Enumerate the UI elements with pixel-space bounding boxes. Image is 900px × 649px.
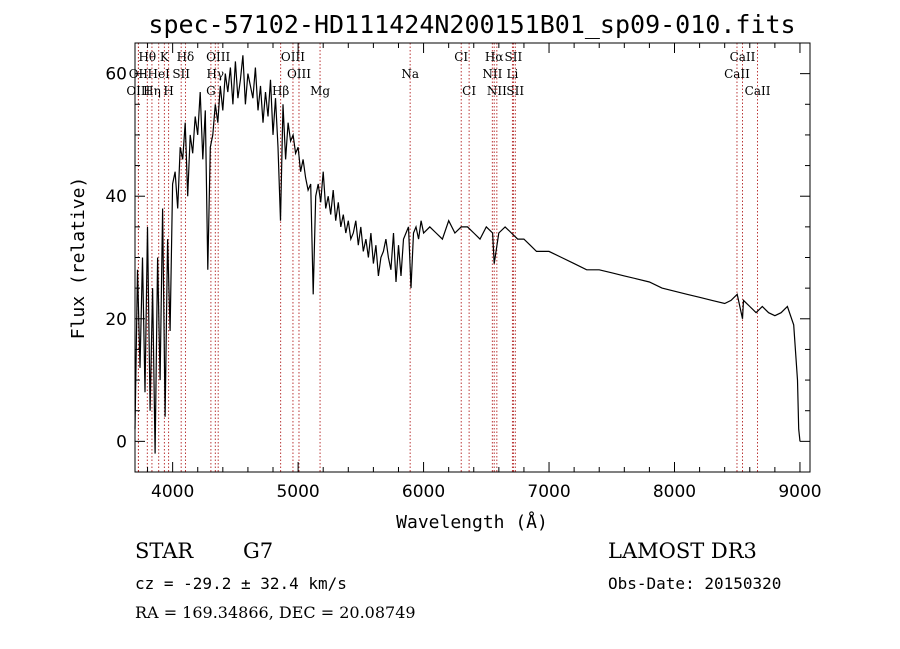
line-marker-label-11: G — [206, 84, 216, 98]
sky-coordinates: RA = 169.34866, DEC = 20.08749 — [135, 603, 416, 622]
line-marker-label-5: K — [160, 50, 170, 64]
x-axis-label: Wavelength (Å) — [396, 511, 548, 533]
plot-frame — [134, 42, 811, 473]
line-marker-label-15: Mg — [310, 84, 330, 98]
line-marker-label-23: NII — [487, 84, 507, 98]
x-tick-label-4000: 4000 — [151, 482, 194, 502]
y-tick-label-40: 40 — [105, 187, 127, 207]
chart-title: spec-57102-HD111424N200151B01_sp09-010.f… — [148, 10, 795, 39]
x-tick-label-5000: 5000 — [276, 482, 319, 502]
line-marker-label-10: Hγ — [206, 67, 224, 81]
line-marker-label-19: Hα — [485, 50, 504, 64]
line-marker-label-4: HeI — [148, 67, 171, 81]
line-marker-label-17: CI — [454, 50, 468, 64]
line-marker-label-6: SII — [172, 67, 190, 81]
line-marker-label-22: Li — [506, 67, 518, 81]
line-marker-label-12: OIII — [281, 50, 305, 64]
line-marker-label-21: NII — [482, 67, 502, 81]
line-marker-label-25: CaII — [730, 50, 756, 64]
line-marker-label-18: CI — [462, 84, 476, 98]
redshift-velocity: cz = -29.2 ± 32.4 km/s — [135, 574, 347, 593]
spectrum-line — [134, 55, 801, 454]
line-marker-label-24: SII — [506, 84, 524, 98]
line-marker-label-3: Hη — [143, 84, 161, 98]
y-tick-label-20: 20 — [105, 310, 127, 330]
x-tick-label-7000: 7000 — [527, 482, 570, 502]
x-tick-label-9000: 9000 — [778, 482, 821, 502]
line-marker-label-27: CaII — [745, 84, 771, 98]
line-marker-label-14: Hβ — [272, 84, 289, 98]
line-marker-label-2: OIII — [126, 84, 150, 98]
object-subclass: G7 — [243, 539, 274, 563]
line-marker-label-9: OIII — [206, 50, 230, 64]
x-tick-label-6000: 6000 — [402, 482, 445, 502]
line-marker-label-20: SII — [505, 50, 523, 64]
observation-date: Obs-Date: 20150320 — [608, 574, 782, 593]
line-marker-label-8: Hδ — [177, 50, 195, 64]
line-marker-label-26: CaII — [724, 67, 750, 81]
x-tick-label-8000: 8000 — [653, 482, 696, 502]
line-marker-label-16: Na — [401, 67, 419, 81]
y-tick-label-60: 60 — [105, 65, 127, 85]
y-axis-label: Flux (relative) — [68, 177, 89, 340]
object-class: STAR — [135, 539, 194, 563]
survey-name: LAMOST DR3 — [608, 539, 757, 563]
line-marker-label-13: OIII — [287, 67, 311, 81]
line-marker-label-7: H — [163, 84, 173, 98]
y-tick-label-0: 0 — [116, 432, 127, 452]
line-marker-label-0: Hθ — [138, 50, 156, 64]
